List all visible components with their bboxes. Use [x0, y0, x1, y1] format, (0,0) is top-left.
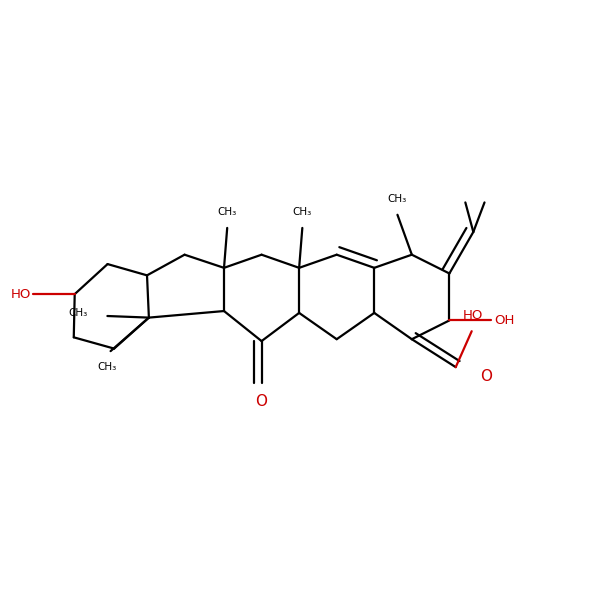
Text: O: O [256, 394, 268, 409]
Text: CH₃: CH₃ [68, 308, 88, 318]
Text: OH: OH [494, 314, 514, 327]
Text: CH₃: CH₃ [388, 194, 407, 204]
Text: CH₃: CH₃ [293, 207, 312, 217]
Text: CH₃: CH₃ [218, 207, 237, 217]
Text: HO: HO [11, 287, 32, 301]
Text: CH₃: CH₃ [98, 362, 117, 372]
Text: HO: HO [463, 309, 484, 322]
Text: O: O [479, 369, 491, 384]
